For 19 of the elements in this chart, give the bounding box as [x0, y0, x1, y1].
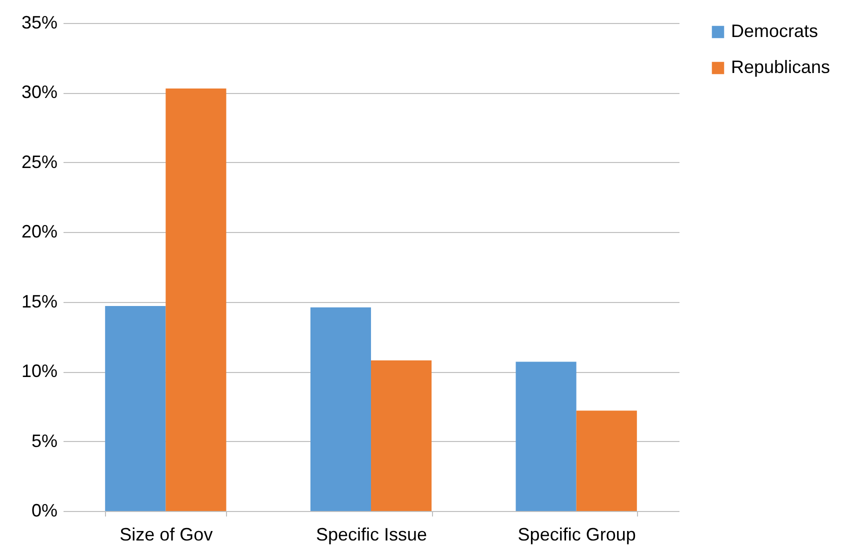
legend-label: Democrats	[731, 21, 818, 41]
bar	[371, 360, 432, 511]
bar	[166, 88, 226, 511]
bar	[310, 307, 371, 511]
y-tick-label: 30%	[21, 82, 58, 102]
x-tick-label: Specific Group	[518, 524, 636, 544]
y-tick-label: 5%	[31, 430, 58, 451]
y-tick-label: 25%	[21, 152, 58, 172]
x-tick-label: Size of Gov	[120, 524, 213, 544]
bar	[105, 306, 166, 511]
x-tick-label: Specific Issue	[316, 524, 428, 544]
bar	[576, 410, 637, 511]
y-tick-label: 0%	[31, 500, 58, 520]
y-tick-label: 35%	[21, 12, 58, 32]
legend-label: Republicans	[731, 57, 830, 77]
y-tick-label: 10%	[21, 361, 58, 382]
y-tick-label: 15%	[21, 291, 58, 312]
y-tick-label: 20%	[21, 222, 58, 242]
bar	[516, 362, 576, 511]
